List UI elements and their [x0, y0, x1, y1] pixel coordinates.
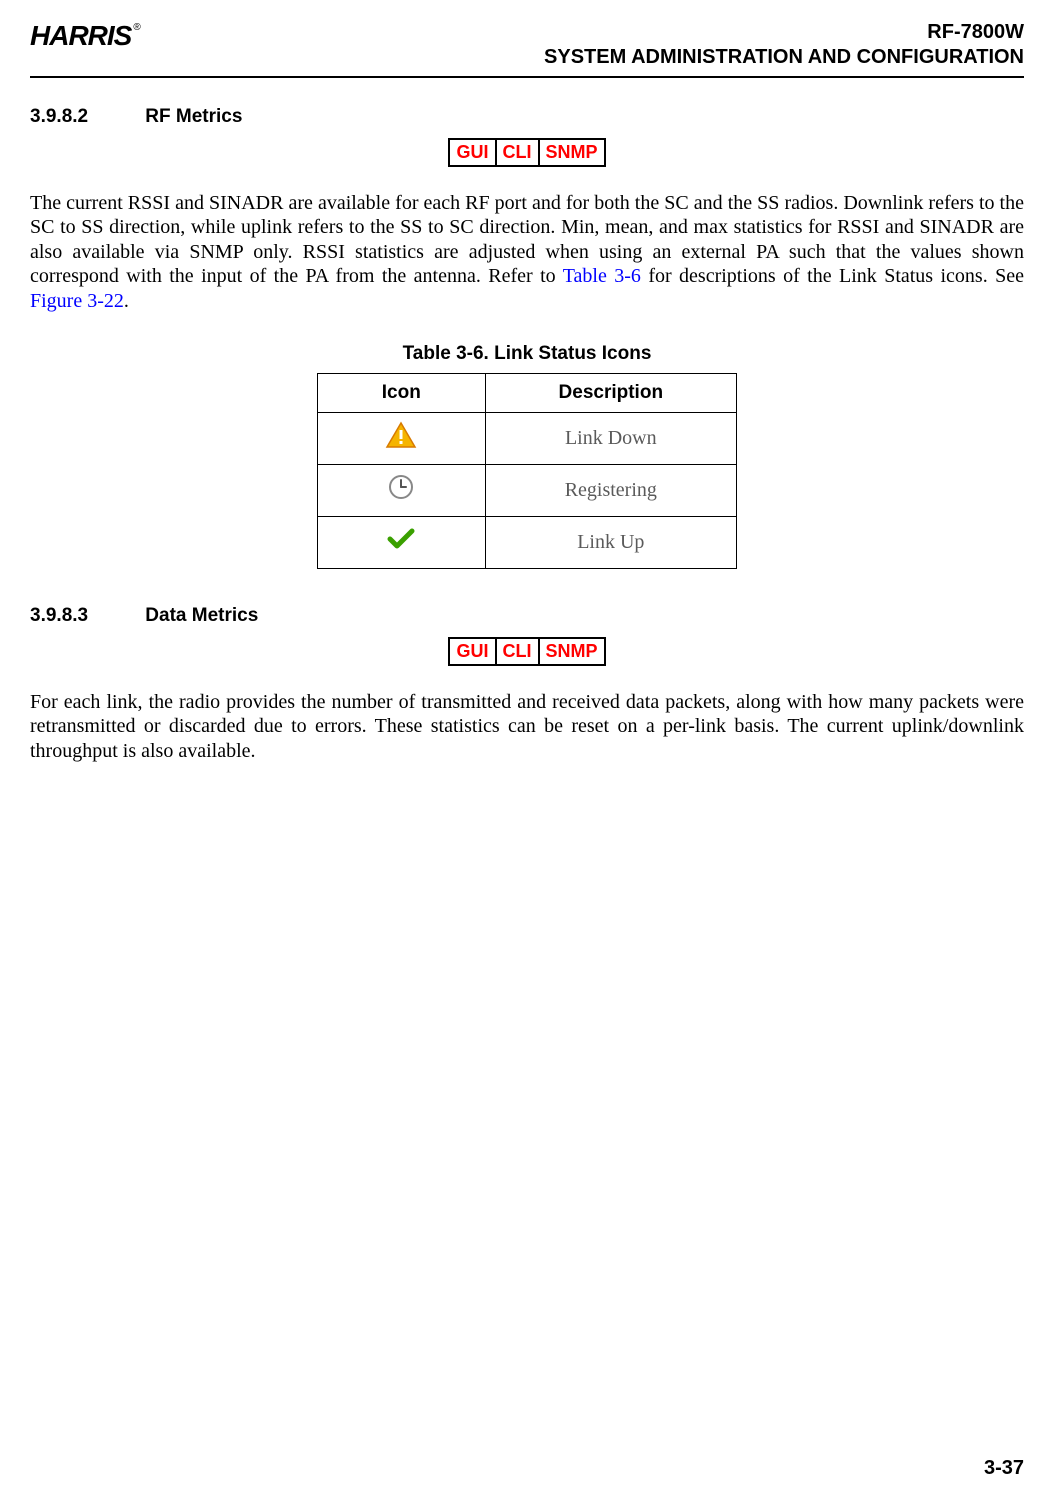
- xref-figure-3-22[interactable]: Figure 3-22: [30, 290, 124, 312]
- section-heading-data-metrics: 3.9.8.3 Data Metrics: [30, 605, 1024, 627]
- checkmark-icon: [387, 528, 415, 556]
- warning-triangle-icon: [385, 421, 417, 455]
- icon-cell-clock: [318, 464, 486, 516]
- body-text-mid: for descriptions of the Link Status icon…: [641, 265, 1024, 287]
- table-row: Link Down: [318, 412, 737, 464]
- clock-icon: [388, 474, 414, 506]
- table-header-row: Icon Description: [318, 373, 737, 412]
- icon-cell-check: [318, 516, 486, 568]
- body-text-post: .: [124, 290, 129, 312]
- xref-table-3-6[interactable]: Table 3-6: [563, 265, 641, 287]
- icon-cell-warning: [318, 412, 486, 464]
- col-header-icon: Icon: [318, 373, 486, 412]
- badge-cli: CLI: [497, 140, 540, 165]
- rf-metrics-paragraph: The current RSSI and SINADR are availabl…: [30, 191, 1024, 313]
- doc-title: SYSTEM ADMINISTRATION AND CONFIGURATION: [544, 45, 1024, 70]
- data-metrics-paragraph: For each link, the radio provides the nu…: [30, 690, 1024, 763]
- badge-snmp: SNMP: [540, 639, 604, 664]
- link-status-icons-table: Icon Description Link Down: [317, 373, 737, 569]
- section-number: 3.9.8.2: [30, 106, 140, 128]
- section-number: 3.9.8.3: [30, 605, 140, 627]
- table-row: Link Up: [318, 516, 737, 568]
- desc-link-down: Link Down: [485, 412, 736, 464]
- interface-badge-table: GUI CLI SNMP: [448, 138, 605, 167]
- table-caption: Table 3-6. Link Status Icons: [30, 343, 1024, 365]
- section-title: RF Metrics: [145, 106, 242, 127]
- badge-gui: GUI: [450, 140, 496, 165]
- section-heading-rf-metrics: 3.9.8.2 RF Metrics: [30, 106, 1024, 128]
- badge-cli: CLI: [497, 639, 540, 664]
- header-right-block: RF-7800W SYSTEM ADMINISTRATION AND CONFI…: [544, 20, 1024, 70]
- col-header-description: Description: [485, 373, 736, 412]
- interface-badge-row-1: GUI CLI SNMP: [30, 138, 1024, 167]
- badge-gui: GUI: [450, 639, 496, 664]
- section-title: Data Metrics: [145, 605, 258, 626]
- table-row: Registering: [318, 464, 737, 516]
- page-header: HARRIS® RF-7800W SYSTEM ADMINISTRATION A…: [30, 20, 1024, 78]
- logo-text: HARRIS: [30, 20, 131, 52]
- interface-badge-table: GUI CLI SNMP: [448, 637, 605, 666]
- desc-link-up: Link Up: [485, 516, 736, 568]
- registered-mark: ®: [133, 22, 139, 33]
- badge-snmp: SNMP: [540, 140, 604, 165]
- desc-registering: Registering: [485, 464, 736, 516]
- model-number: RF-7800W: [544, 20, 1024, 45]
- harris-logo: HARRIS®: [30, 20, 140, 52]
- page-number: 3-37: [984, 1457, 1024, 1480]
- interface-badge-row-2: GUI CLI SNMP: [30, 637, 1024, 666]
